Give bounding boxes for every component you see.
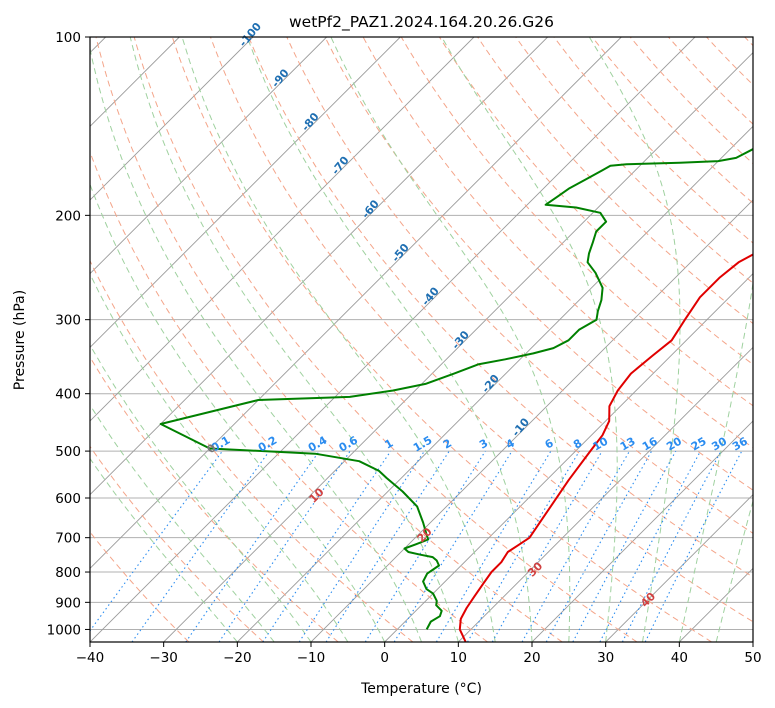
- dry-adiabat-line: [629, 37, 753, 165]
- y-tick-label: 1000: [47, 622, 81, 638]
- dry-adiabat-line: [171, 37, 712, 642]
- x-tick-label: −40: [76, 650, 105, 666]
- mixing-ratio-line: [572, 450, 677, 642]
- moist-adiabat-line: [90, 457, 238, 642]
- x-axis-label: Temperature (°C): [360, 681, 482, 697]
- mixing-ratio-line: [298, 450, 425, 642]
- x-tick-label: 20: [523, 650, 540, 666]
- mixing-ratio-line: [185, 450, 320, 642]
- dry-adiabat-line: [477, 37, 753, 325]
- moist-adiabat-line: [90, 404, 275, 642]
- x-tick-label: 40: [671, 650, 688, 666]
- y-tick-label: 100: [55, 30, 81, 46]
- moist-adiabat-line: [588, 37, 681, 642]
- isotherm-line: [90, 37, 254, 201]
- dry-adiabat-line: [591, 37, 753, 204]
- isotherm-line: [90, 37, 401, 348]
- x-tick-label: −20: [223, 650, 252, 666]
- isotherm-line: [163, 52, 753, 642]
- mixing-ratio-line: [435, 450, 552, 642]
- moist-adiabat-line: [181, 37, 496, 642]
- moist-adiabat-line: [441, 37, 618, 642]
- isotherm-line: [90, 37, 622, 569]
- dry-adiabat-line: [95, 37, 563, 642]
- moist-adiabat-line: [90, 343, 312, 642]
- y-tick-label: 300: [55, 313, 81, 329]
- chart-title: wetPf2_PAZ1.2024.164.20.26.G26: [289, 13, 554, 32]
- x-tick-label: 10: [450, 650, 467, 666]
- dry-adiabat-line: [210, 37, 753, 623]
- mixing-ratio-line: [262, 450, 392, 642]
- moist-adiabat-line: [715, 499, 753, 642]
- dry-adiabat-line: [90, 445, 264, 642]
- y-tick-label: 800: [55, 565, 81, 581]
- moist-adiabat-line: [90, 182, 386, 642]
- dewpoint-profile: [159, 147, 753, 630]
- dry-adiabat-line: [90, 259, 414, 642]
- isotherm-line: [237, 125, 753, 642]
- y-tick-label: 900: [55, 595, 81, 611]
- y-tick-label: 500: [55, 444, 81, 460]
- dry-adiabat-line: [248, 37, 753, 578]
- isotherm-line: [90, 37, 327, 275]
- isotherm-line: [458, 346, 753, 642]
- moist-adiabat-line: [90, 272, 349, 642]
- x-tick-label: −10: [297, 650, 326, 666]
- moist-adiabat-line: [129, 37, 459, 642]
- mixing-ratio-line: [364, 450, 486, 642]
- y-tick-label: 700: [55, 531, 81, 547]
- isotherm-line: [90, 37, 548, 496]
- dry-adiabat-line: [362, 37, 753, 449]
- dry-adiabat-line: [400, 37, 753, 407]
- temperature-profile: [458, 253, 753, 642]
- mixing-ratio-line: [599, 450, 701, 642]
- y-tick-label: 600: [55, 491, 81, 507]
- series-layer: [159, 147, 753, 642]
- plot-frame: [89, 36, 754, 643]
- axes: −40 −30 −20 −10 0 10 20 30 40 50 100 200 300 400 500 60…: [47, 30, 762, 666]
- x-tick-label: 50: [744, 650, 761, 666]
- x-tick-label: 30: [597, 650, 614, 666]
- isotherm-line: [531, 420, 753, 642]
- moist-adiabat-line: [678, 280, 753, 642]
- x-tick-label: 0: [380, 650, 389, 666]
- mixing-ratio-line: [218, 450, 351, 642]
- y-axis-label: Pressure (hPa): [12, 290, 28, 390]
- mixing-ratio-line: [325, 450, 450, 642]
- mixing-ratio-line: [393, 450, 513, 642]
- y-tick-label: 400: [55, 387, 81, 403]
- isotherm-line: [90, 37, 475, 422]
- background-grid: [90, 37, 753, 642]
- mixing-ratio-line: [467, 450, 580, 642]
- isotherm-line: [605, 494, 753, 642]
- mixing-ratio-line: [131, 450, 270, 642]
- dry-adiabat-line: [515, 37, 753, 284]
- dry-adiabat-line: [324, 37, 753, 491]
- moist-adiabat-line: [90, 46, 422, 642]
- x-tick-label: −30: [149, 650, 178, 666]
- dry-adiabat-line: [133, 37, 638, 642]
- moist-adiabat-line: [246, 37, 533, 642]
- y-tick-label: 200: [55, 208, 81, 224]
- isotherm-line: [384, 273, 753, 642]
